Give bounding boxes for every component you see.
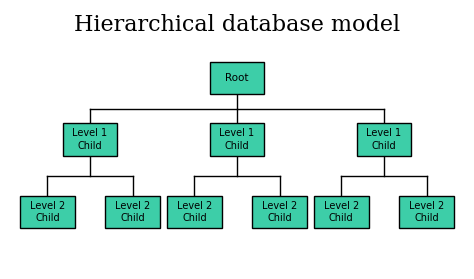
Text: Level 2
Child: Level 2 Child xyxy=(177,201,212,223)
FancyBboxPatch shape xyxy=(63,123,117,156)
FancyBboxPatch shape xyxy=(252,196,307,228)
FancyBboxPatch shape xyxy=(356,123,411,156)
FancyBboxPatch shape xyxy=(210,62,264,94)
FancyBboxPatch shape xyxy=(314,196,368,228)
FancyBboxPatch shape xyxy=(210,123,264,156)
Text: Level 1
Child: Level 1 Child xyxy=(219,128,255,151)
Text: Level 2
Child: Level 2 Child xyxy=(262,201,297,223)
FancyBboxPatch shape xyxy=(399,196,454,228)
Text: Level 2
Child: Level 2 Child xyxy=(409,201,444,223)
FancyBboxPatch shape xyxy=(167,196,221,228)
Text: Level 2
Child: Level 2 Child xyxy=(115,201,150,223)
Text: Root: Root xyxy=(225,73,249,83)
FancyBboxPatch shape xyxy=(106,196,160,228)
Text: Level 1
Child: Level 1 Child xyxy=(73,128,108,151)
Text: Level 2
Child: Level 2 Child xyxy=(324,201,359,223)
Text: Hierarchical database model: Hierarchical database model xyxy=(74,14,400,36)
FancyBboxPatch shape xyxy=(20,196,75,228)
Text: Level 2
Child: Level 2 Child xyxy=(30,201,65,223)
Text: Level 1
Child: Level 1 Child xyxy=(366,128,401,151)
